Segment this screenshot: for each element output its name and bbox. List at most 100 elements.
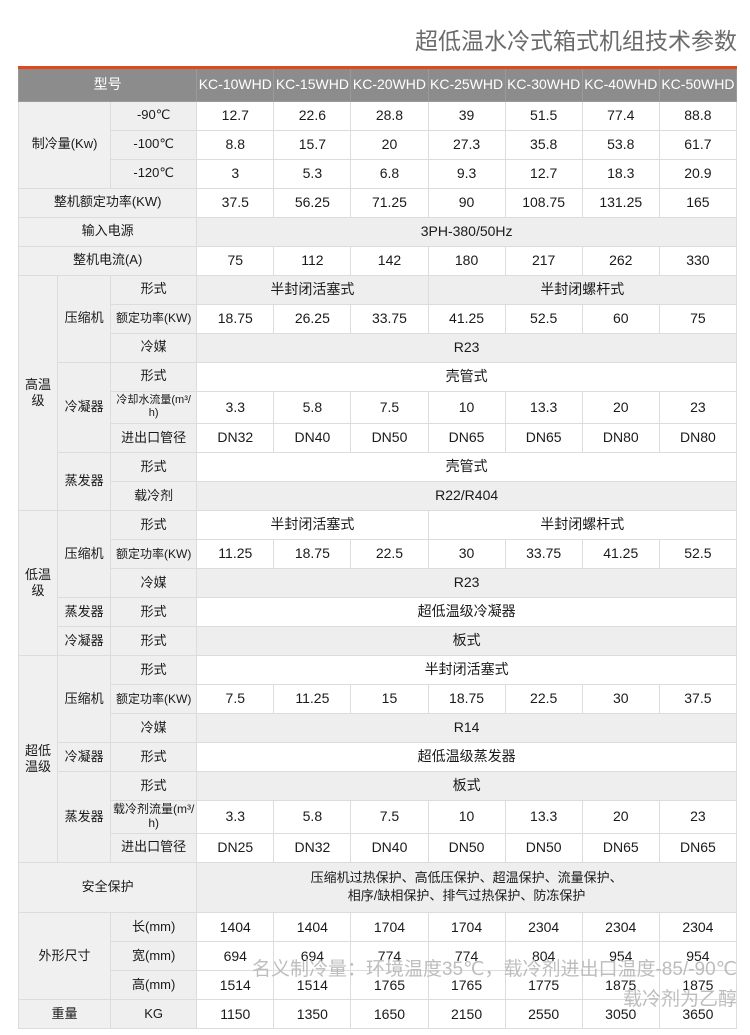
ucp-v5: 30: [581, 684, 660, 714]
uef-v3: 10: [427, 800, 506, 834]
high-stage-evaporator-type-row: 蒸发器 形式 壳管式: [19, 452, 737, 511]
footer-note-line-2: 载冷剂为乙醇: [622, 989, 737, 1010]
high-condenser-label: 冷凝器: [57, 361, 112, 453]
low-compressor-type-left: 半封闭活塞式: [196, 510, 429, 540]
cc120-v6: 20.9: [658, 158, 738, 189]
low-compressor-type-label: 形式: [110, 510, 198, 540]
ultra-compressor-type-value: 半封闭活塞式: [196, 655, 737, 685]
tc-v4: 217: [504, 245, 583, 276]
high-stage-compressor-power-row: 额定功率(KW) 18.75 26.25 33.75 41.25 52.5 60…: [19, 303, 738, 334]
high-stage-label: 高温级: [17, 274, 59, 511]
ultra-stage-evaporator-pipe-row: 进出口管径 DN25 DN32 DN40 DN50 DN50 DN65 DN65: [19, 832, 738, 863]
lcp-v3: 30: [427, 539, 506, 569]
dim-l-v5: 2304: [581, 912, 660, 943]
model-header-label: 型号: [17, 69, 198, 102]
total-current-row: 整机电流(A) 75 112 142 180 217 262 330: [17, 245, 738, 276]
cc120-v2: 6.8: [350, 158, 429, 189]
table-header-row: 型号 KC-10WHD KC-15WHD KC-20WHD KC-25WHD K…: [17, 69, 738, 102]
hcpipe-v6: DN80: [658, 423, 738, 453]
high-condenser-pipe-label: 进出口管径: [110, 423, 198, 453]
dim-w-v2: 774: [350, 941, 429, 972]
tc-v0: 75: [196, 245, 275, 276]
ultra-stage-compressor-type-row: 超低 温级 压缩机 形式 半封闭活塞式: [17, 655, 737, 863]
rp-v4: 108.75: [504, 187, 583, 218]
spec-table-container: 型号 KC-10WHD KC-15WHD KC-20WHD KC-25WHD K…: [17, 66, 738, 1030]
hcp-v6: 75: [658, 303, 738, 334]
dimension-row-width: 宽(mm) 694 694 774 774 804 954 954: [19, 941, 738, 972]
cc100-v5: 53.8: [581, 129, 660, 160]
weight-label: 重量: [17, 999, 112, 1030]
cc120-v3: 9.3: [427, 158, 506, 189]
hcf-v4: 13.3: [504, 390, 583, 424]
tc-v3: 180: [427, 245, 506, 276]
tc-v1: 112: [273, 245, 352, 276]
low-stage-compressor-power-row: 额定功率(KW) 11.25 18.75 22.5 30 33.75 41.25…: [19, 539, 738, 569]
lcp-v6: 52.5: [658, 539, 738, 569]
rp-v0: 37.5: [196, 187, 275, 218]
hcpipe-v1: DN40: [273, 423, 352, 453]
dim-l-v3: 1704: [427, 912, 506, 943]
weight-row: 重量 KG 1150 1350 1650 2150 2550 3050 3650: [17, 999, 738, 1030]
high-stage-compressor-type-row: 高温级 压缩机 形式 半封闭活塞式 半封闭螺杆式: [17, 274, 738, 511]
hcp-v4: 52.5: [504, 303, 583, 334]
cc120-v0: 3: [196, 158, 275, 189]
tc-v6: 330: [658, 245, 738, 276]
hcpipe-v5: DN80: [581, 423, 660, 453]
cooling-temp-100: -100℃: [110, 129, 198, 160]
footer-note-line-1: 名义制冷量：环境温度35℃，载冷剂进出口温度-85/-90℃: [251, 959, 737, 980]
dim-l-v2: 1704: [350, 912, 429, 943]
dim-h-v0: 1514: [196, 970, 275, 1001]
model-col-2: KC-20WHD: [350, 69, 429, 102]
cc100-v6: 61.7: [658, 129, 738, 160]
ultra-evaporator-label: 蒸发器: [57, 771, 112, 863]
low-refrigerant-value: R23: [196, 568, 737, 598]
high-evaporator-label: 蒸发器: [57, 452, 112, 511]
high-compressor-type-right: 半封闭螺杆式: [427, 274, 738, 305]
high-refrigerant-value: R23: [196, 332, 737, 363]
cc100-v2: 20: [350, 129, 429, 160]
input-power-value: 3PH-380/50Hz: [196, 216, 737, 247]
hcf-v0: 3.3: [196, 390, 275, 424]
cc90-v4: 51.5: [504, 100, 583, 131]
wt-v1: 1350: [273, 999, 352, 1030]
ultra-stage-evaporator-flow-row: 载冷剂流量(m³/h) 3.3 5.8 7.5 10 13.3 20 23: [19, 800, 738, 834]
model-col-3: KC-25WHD: [427, 69, 506, 102]
dim-l-v4: 2304: [504, 912, 583, 943]
ucp-v2: 15: [350, 684, 429, 714]
uep-v2: DN40: [350, 832, 429, 863]
cooling-temp-90: -90℃: [110, 100, 198, 131]
cc120-v1: 5.3: [273, 158, 352, 189]
cc90-v0: 12.7: [196, 100, 275, 131]
low-stage-label: 低温级: [17, 510, 59, 656]
cooling-capacity-row-120: -120℃ 3 5.3 6.8 9.3 12.7 18.3 20.9: [19, 158, 738, 189]
dim-l-v0: 1404: [196, 912, 275, 943]
uef-v5: 20: [581, 800, 660, 834]
cc90-v1: 22.6: [273, 100, 352, 131]
ultra-stage-compressor-power-row: 额定功率(KW) 7.5 11.25 15 18.75 22.5 30 37.5: [19, 684, 738, 714]
ultra-evaporator-pipe-label: 进出口管径: [110, 832, 198, 863]
dim-h-v3: 1765: [427, 970, 506, 1001]
rated-power-label: 整机额定功率(KW): [17, 187, 198, 218]
rp-v2: 71.25: [350, 187, 429, 218]
high-evaporator-coolant-label: 载冷剂: [110, 481, 198, 511]
high-stage-refrigerant-row: 冷媒 R23: [19, 332, 737, 363]
cooling-capacity-row-100: -100℃ 8.8 15.7 20 27.3 35.8 53.8 61.7: [19, 129, 738, 160]
uef-v6: 23: [658, 800, 738, 834]
low-compressor-type-right: 半封闭螺杆式: [427, 510, 738, 540]
model-col-4: KC-30WHD: [504, 69, 583, 102]
cc90-v3: 39: [427, 100, 506, 131]
uef-v1: 5.8: [273, 800, 352, 834]
hcp-v0: 18.75: [196, 303, 275, 334]
high-stage-condenser-flow-row: 冷却水流量(m³/h) 3.3 5.8 7.5 10 13.3 20 23: [19, 390, 738, 424]
rated-power-row: 整机额定功率(KW) 37.5 56.25 71.25 90 108.75 13…: [17, 187, 738, 218]
ucp-v6: 37.5: [658, 684, 738, 714]
uep-v4: DN50: [504, 832, 583, 863]
wt-v3: 2150: [427, 999, 506, 1030]
hcpipe-v0: DN32: [196, 423, 275, 453]
ultra-evaporator-type-label: 形式: [110, 771, 198, 801]
dimension-row-length: 外形尺寸 长(mm) 1404 1404 1704 1704 2304 2304…: [17, 912, 738, 1001]
ucp-v1: 11.25: [273, 684, 352, 714]
low-compressor-power-label: 额定功率(KW): [110, 539, 198, 569]
lcp-v0: 11.25: [196, 539, 275, 569]
ultra-stage-refrigerant-row: 冷媒 R14: [19, 713, 737, 743]
